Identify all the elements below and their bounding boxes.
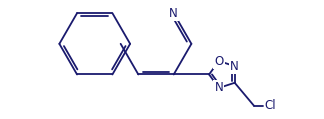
Text: N: N xyxy=(214,81,223,94)
Text: O: O xyxy=(214,55,224,67)
Text: N: N xyxy=(230,60,239,73)
Text: N: N xyxy=(169,7,178,20)
Text: Cl: Cl xyxy=(265,99,276,112)
